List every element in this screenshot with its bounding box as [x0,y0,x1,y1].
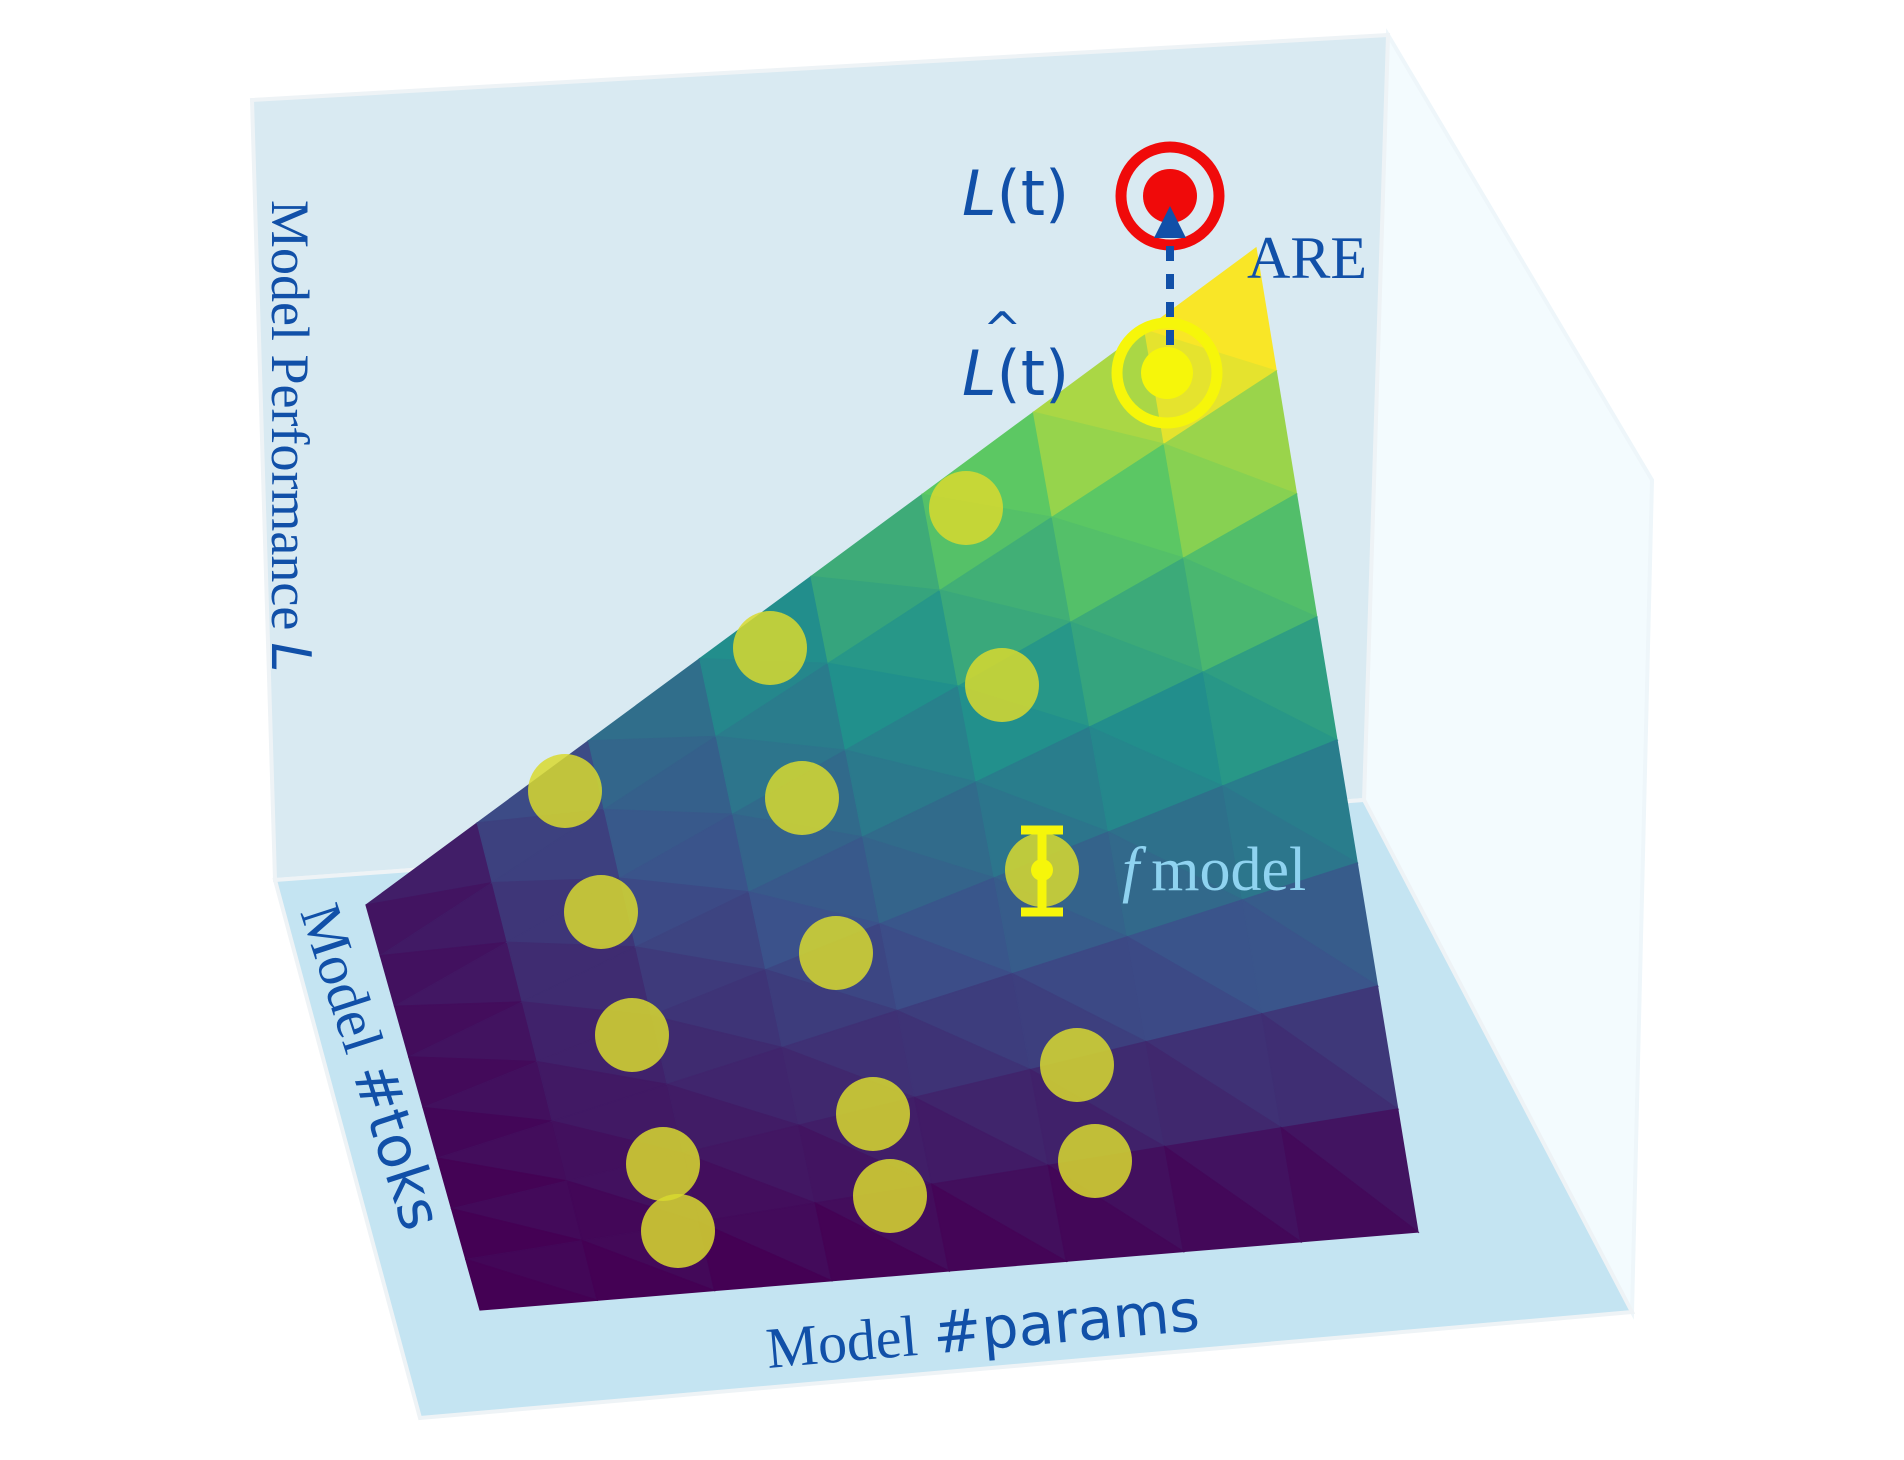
predicted-point-marker [1141,347,1193,399]
observed-point [641,1194,715,1268]
surface-facet [1280,1126,1420,1243]
observed-point [929,471,1003,545]
error-label: ARE [1247,225,1367,291]
observed-point [626,1127,700,1201]
observed-point [1040,1028,1114,1102]
surface-facet [814,1201,952,1282]
observed-point [595,998,669,1072]
observed-point [836,1077,910,1151]
observed-point [799,916,873,990]
model-label: f model [1122,836,1306,904]
observed-point [765,761,839,835]
observed-point [564,875,638,949]
actual-point-ring [1115,141,1225,251]
model-point-center [1031,859,1053,881]
hat-accent: ^ [983,302,1022,356]
surface-facet [930,1183,1069,1272]
z-axis-label: Model PerformanceL [259,200,322,672]
predicted-point [1111,317,1223,429]
actual-loss-label: L(t) [962,157,1069,230]
actual-point-marker [1143,169,1197,223]
observed-point [528,754,602,828]
model-point [1005,825,1079,917]
surface-facet [1163,1145,1303,1253]
observed-point [1058,1124,1132,1198]
observed-point [853,1159,927,1233]
predicted-point-ring [1111,317,1223,429]
observed-point [733,611,807,685]
observed-point [965,648,1039,722]
surface-facet [697,1220,832,1292]
predicted-loss-label: L(t) [962,337,1069,410]
surface-facet [464,1258,598,1311]
surface-facet [581,1239,715,1301]
observed-points [528,471,1132,1268]
